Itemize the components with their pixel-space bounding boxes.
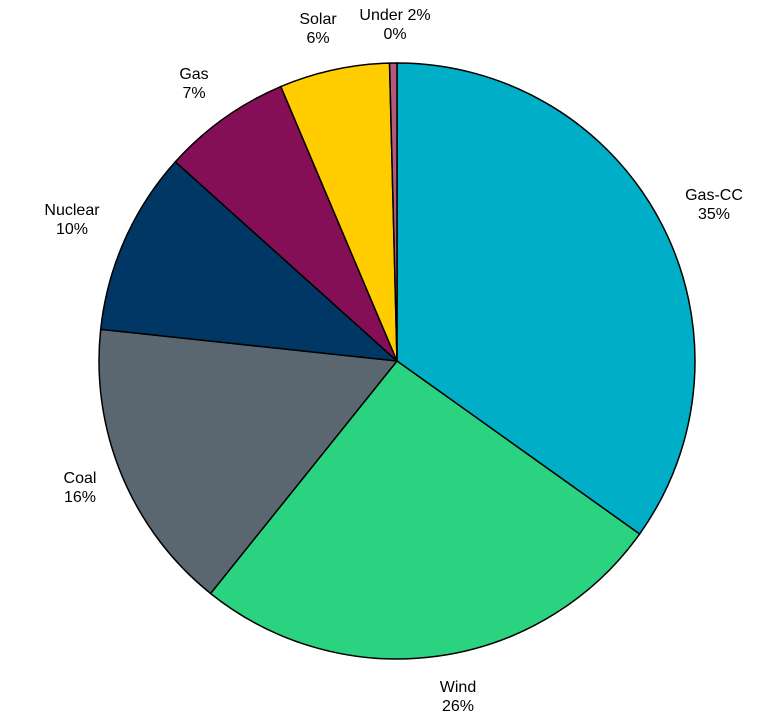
slice-name-nuclear: Nuclear [44,202,100,219]
slice-label-wind: Wind 26% [440,679,476,715]
slice-name-coal: Coal [64,470,97,487]
slice-label-gas-cc: Gas-CC 35% [685,187,743,223]
slice-name-wind: Wind [440,679,476,696]
slice-label-under-2: Under 2% 0% [359,7,430,43]
slice-name-under-2: Under 2% [359,7,430,24]
slice-gas-cc [396,62,696,536]
pie-slices [98,62,696,660]
slice-value-gas: 7% [182,85,205,102]
pie-labels: Gas-CC 35% Wind 26% Coal 16% Nuclear 10% Gas 7% So… [44,7,742,715]
slice-name-solar: Solar [299,11,337,28]
slice-label-solar: Solar 6% [299,11,337,47]
slice-coal [98,328,399,595]
slice-gas [174,85,398,362]
slice-value-solar: 6% [306,30,329,47]
slice-label-gas: Gas 7% [179,66,208,102]
slice-nuclear [99,160,400,362]
slice-value-under-2: 0% [383,26,406,43]
slice-name-gas: Gas [179,66,208,83]
slice-value-wind: 26% [442,698,474,715]
slice-value-nuclear: 10% [56,221,88,238]
slice-value-gas-cc: 35% [698,206,730,223]
slice-name-gas-cc: Gas-CC [685,187,743,204]
slice-label-nuclear: Nuclear 10% [44,202,100,238]
slice-under-2 [388,62,398,362]
slice-value-coal: 16% [64,489,96,506]
slice-label-coal: Coal 16% [64,470,97,506]
slice-wind [209,359,641,660]
